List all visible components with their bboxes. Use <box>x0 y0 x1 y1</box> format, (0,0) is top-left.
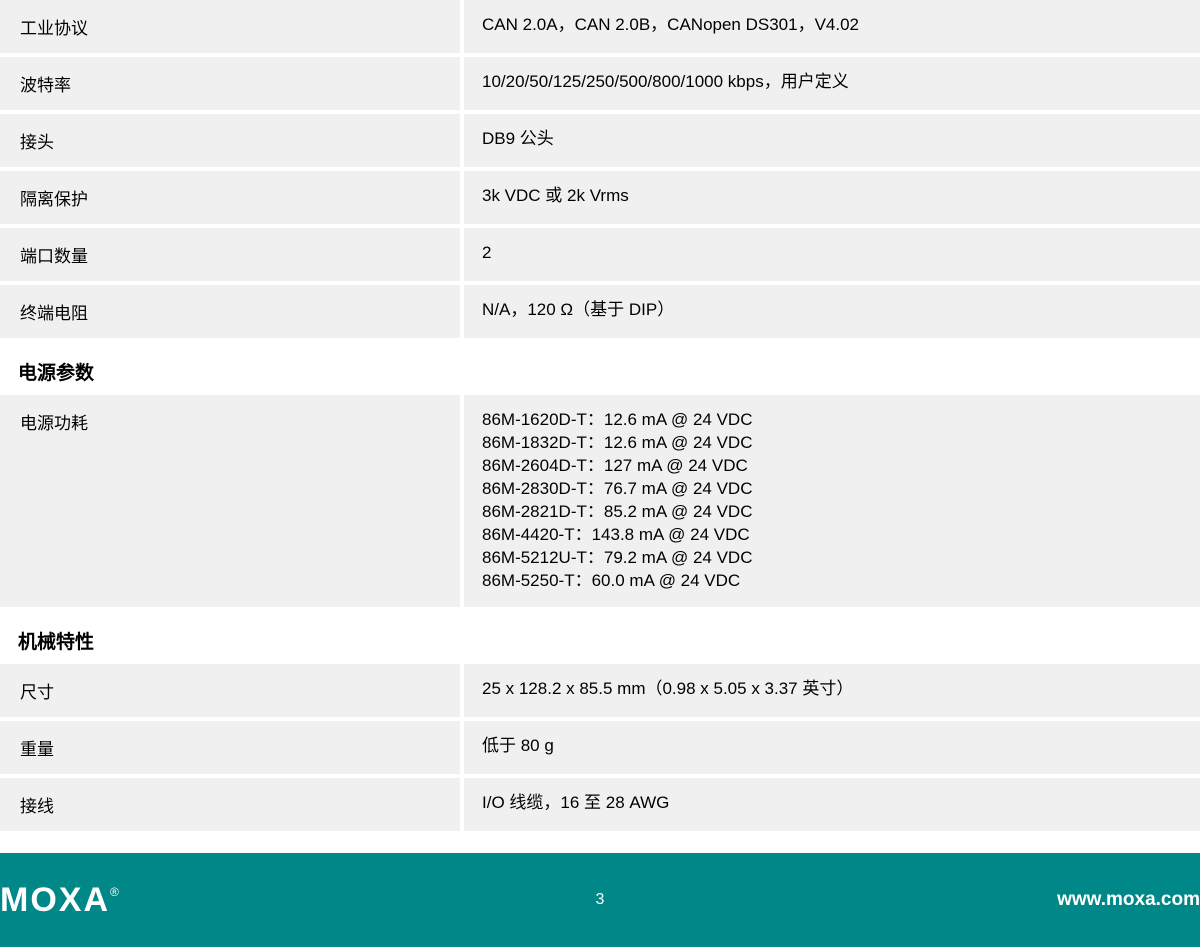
spec-value: 86M-1620D-T：12.6 mA @ 24 VDC 86M-1832D-T… <box>464 395 1200 607</box>
page-number: 3 <box>596 891 605 909</box>
table-row: 工业协议 CAN 2.0A，CAN 2.0B，CANopen DS301，V4.… <box>0 0 1200 53</box>
table-row: 接线 I/O 线缆，16 至 28 AWG <box>0 778 1200 831</box>
spec-value: N/A，120 Ω（基于 DIP） <box>464 285 1200 338</box>
spec-value: 10/20/50/125/250/500/800/1000 kbps，用户定义 <box>464 57 1200 110</box>
spec-table: 工业协议 CAN 2.0A，CAN 2.0B，CANopen DS301，V4.… <box>0 0 1200 831</box>
spec-label: 接头 <box>0 114 460 167</box>
spec-value: DB9 公头 <box>464 114 1200 167</box>
spec-value: 25 x 128.2 x 85.5 mm（0.98 x 5.05 x 3.37 … <box>464 664 1200 717</box>
spec-label: 电源功耗 <box>0 395 460 607</box>
moxa-logo: MOXA® <box>0 881 121 920</box>
spec-value: CAN 2.0A，CAN 2.0B，CANopen DS301，V4.02 <box>464 0 1200 53</box>
table-row: 尺寸 25 x 128.2 x 85.5 mm（0.98 x 5.05 x 3.… <box>0 664 1200 717</box>
footer-notch-icon <box>935 853 1045 881</box>
spec-label: 工业协议 <box>0 0 460 53</box>
spec-label: 端口数量 <box>0 228 460 281</box>
spec-label: 重量 <box>0 721 460 774</box>
footer-url: www.moxa.com <box>1057 889 1200 911</box>
table-row: 电源功耗 86M-1620D-T：12.6 mA @ 24 VDC 86M-18… <box>0 395 1200 607</box>
logo-text: MOXA <box>0 881 110 919</box>
spec-value: I/O 线缆，16 至 28 AWG <box>464 778 1200 831</box>
table-row: 端口数量 2 <box>0 228 1200 281</box>
section-title-mechanical: 机械特性 <box>0 611 1200 664</box>
logo-trademark: ® <box>110 885 121 899</box>
table-row: 重量 低于 80 g <box>0 721 1200 774</box>
spec-label: 尺寸 <box>0 664 460 717</box>
section-title-power: 电源参数 <box>0 342 1200 395</box>
spec-value: 3k VDC 或 2k Vrms <box>464 171 1200 224</box>
spec-value: 2 <box>464 228 1200 281</box>
spec-value: 低于 80 g <box>464 721 1200 774</box>
table-row: 终端电阻 N/A，120 Ω（基于 DIP） <box>0 285 1200 338</box>
spec-label: 终端电阻 <box>0 285 460 338</box>
table-row: 波特率 10/20/50/125/250/500/800/1000 kbps，用… <box>0 57 1200 110</box>
spec-label: 波特率 <box>0 57 460 110</box>
spec-label: 隔离保护 <box>0 171 460 224</box>
table-row: 隔离保护 3k VDC 或 2k Vrms <box>0 171 1200 224</box>
table-row: 接头 DB9 公头 <box>0 114 1200 167</box>
spec-label: 接线 <box>0 778 460 831</box>
